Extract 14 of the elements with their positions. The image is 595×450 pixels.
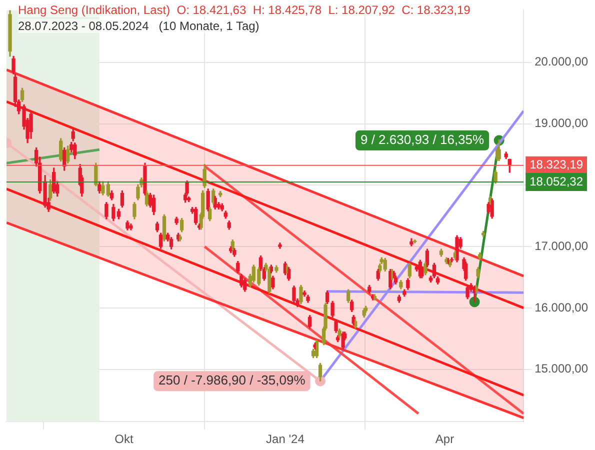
chart-title: Hang Seng (Indikation, Last) O: 18.421,63 H: 18.425,78 L: 18.207,92 C: 18.323,19	[18, 3, 470, 17]
x-tick-label: Apr	[435, 432, 454, 446]
annotation: 250 / -7.986,90 / -35,09%	[158, 372, 306, 388]
y-tick-label: 15.000,00	[534, 362, 588, 376]
y-tick-label: 16.000,00	[534, 300, 588, 314]
x-tick-label: Okt	[114, 432, 134, 446]
annotation: 9 / 2.630,93 / 16,35%	[360, 132, 485, 147]
y-tick-label: 20.000,00	[534, 54, 588, 69]
ref-line-label: 18.052,32	[530, 174, 584, 188]
y-tick-label: 17.000,00	[534, 238, 588, 253]
text: 28.07.2023 - 08.05.2024 (10 Monate, 1 Tag)	[18, 19, 260, 33]
ref-line-label: 18.323,19	[530, 158, 584, 172]
x-tick-label: Jan '24	[266, 432, 305, 446]
y-tick-label: 19.000,00	[534, 116, 588, 130]
